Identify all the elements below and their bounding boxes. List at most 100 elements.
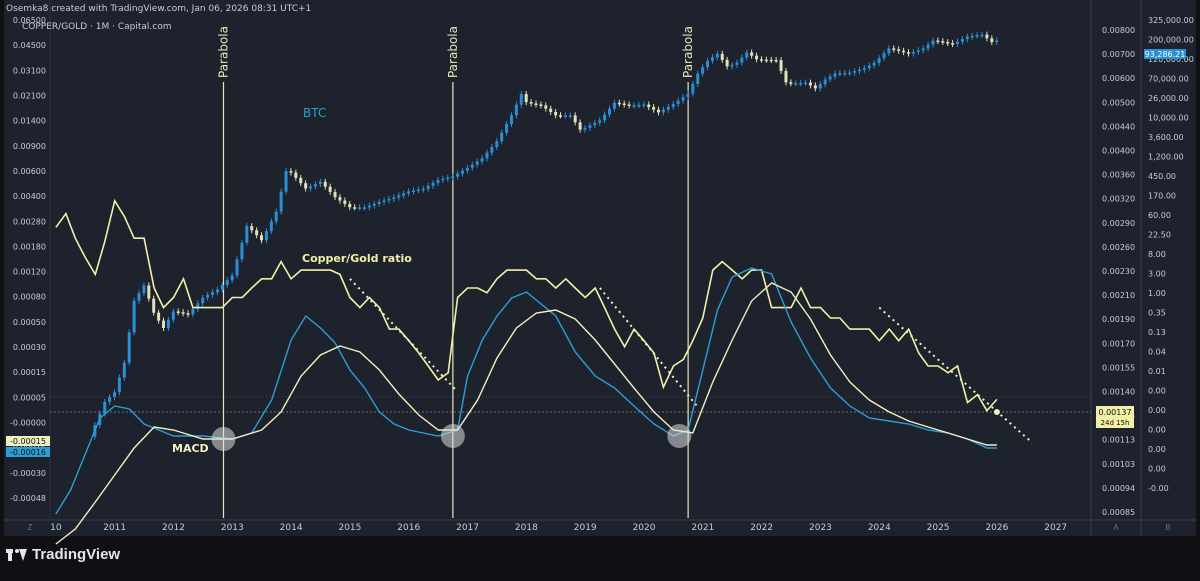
btc-axis-label: 0.13 — [1148, 328, 1166, 337]
btc-candle-body — [583, 127, 587, 130]
annotations: BTC Copper/Gold ratio MACD 0.00137 24d 15h 93… — [172, 49, 1186, 455]
btc-candle-body — [872, 62, 876, 66]
btc-candle-body — [446, 177, 450, 180]
btc-candle-body — [647, 104, 651, 108]
x-tick-label: 2025 — [927, 523, 950, 533]
tradingview-brand[interactable]: TradingView — [6, 546, 120, 563]
ratio-axis-label: 0.00085 — [1102, 508, 1135, 517]
x-tick-label: 2018 — [515, 523, 538, 533]
btc-candle-body — [750, 52, 754, 56]
btc-candle-body — [416, 189, 420, 192]
btc-axis-label: 8.00 — [1148, 250, 1166, 259]
btc-candle-body — [240, 242, 244, 260]
x-tick-label: 2012 — [162, 523, 185, 533]
left-axis-label: 0.00015 — [13, 368, 46, 377]
btc-candle-body — [456, 173, 460, 177]
btc-candle-body — [480, 158, 484, 162]
btc-candle-body — [465, 167, 469, 171]
x-tick-label: 2026 — [985, 523, 1008, 533]
macd-cross-circle — [211, 427, 236, 451]
btc-candle-body — [127, 332, 131, 363]
btc-candle-body — [882, 53, 886, 59]
left-axis-label: 0.00080 — [13, 293, 46, 302]
parabola-label: Parabola — [217, 26, 231, 78]
btc-candle-body — [289, 171, 293, 173]
btc-candle-body — [715, 53, 719, 58]
ratio-axis-label: 0.00290 — [1102, 219, 1135, 228]
x-tick-label: 2021 — [691, 523, 714, 533]
btc-candle-body — [402, 193, 406, 196]
ratio-axis-label: 0.00600 — [1102, 74, 1135, 83]
ratio-axis-label: 0.00094 — [1102, 484, 1135, 493]
left-axis-label: 0.06500 — [13, 16, 46, 25]
btc-candle-body — [544, 105, 548, 109]
ratio-current-dot — [993, 409, 1000, 415]
btc-candle-body — [617, 102, 621, 105]
btc-candle-body — [411, 190, 415, 192]
btc-candle-body — [725, 59, 729, 67]
btc-candle-body — [539, 104, 543, 106]
btc-candle-body — [926, 44, 930, 49]
btc-candle-body — [637, 104, 641, 107]
btc-axis-label: 60.00 — [1148, 211, 1171, 220]
btc-candle-body — [789, 82, 793, 84]
macd-cross-circle — [667, 424, 692, 448]
btc-candle-body — [906, 52, 910, 54]
btc-candle-body — [397, 195, 401, 198]
btc-candle-body — [559, 115, 563, 117]
btc-candle-body — [676, 100, 680, 105]
btc-candle-body — [485, 152, 489, 159]
dotted-trendline — [878, 306, 1033, 444]
btc-candle-body — [505, 123, 509, 133]
btc-axis-label: 22.50 — [1148, 231, 1171, 240]
btc-candle-body — [313, 184, 317, 187]
left-axis-label: 0.00120 — [13, 268, 46, 277]
btc-candle-body — [235, 259, 239, 276]
btc-candle-body — [225, 280, 229, 285]
btc-axis-label: 450.00 — [1148, 172, 1176, 181]
btc-candle-body — [215, 289, 219, 293]
left-axis-label: 0.00005 — [13, 393, 46, 402]
btc-candle-body — [652, 107, 656, 110]
btc-candle-body — [392, 197, 396, 199]
btc-candle-body — [157, 312, 161, 321]
left-axis-label: 0.00400 — [13, 192, 46, 201]
btc-axis-label: 3.00 — [1148, 270, 1166, 279]
btc-candle-body — [990, 38, 994, 43]
btc-candle-body — [191, 308, 195, 315]
btc-candle-body — [108, 397, 112, 402]
btc-axis-label: 26,000.00 — [1148, 94, 1189, 103]
btc-candle-body — [211, 292, 215, 295]
btc-candle-body — [833, 73, 837, 77]
btc-candle-body — [902, 50, 906, 53]
btc-candle-body — [534, 103, 538, 105]
btc-candle-body — [264, 231, 268, 241]
x-tick-label: 2011 — [103, 523, 126, 533]
trendlines-layer — [349, 278, 1033, 444]
btc-price-box — [1144, 49, 1186, 59]
btc-candle-body — [284, 171, 288, 192]
btc-candle-body — [524, 94, 528, 103]
btc-candle-body — [377, 201, 381, 204]
btc-candle-body — [774, 59, 778, 62]
btc-candle-body — [103, 401, 107, 414]
btc-candle-body — [608, 108, 612, 115]
btc-candle-body — [338, 197, 342, 201]
dotted-trendline — [599, 287, 699, 409]
btc-candle-body — [181, 312, 185, 314]
btc-axis-label: 0.00 — [1148, 387, 1166, 396]
btc-candle-body — [323, 181, 327, 187]
btc-candle-body — [794, 83, 798, 85]
btc-candle-body — [318, 181, 322, 185]
ratio-axis-label: 0.00440 — [1102, 122, 1135, 131]
btc-candle-body — [960, 39, 964, 42]
left-value-text: -0.00016 — [10, 448, 46, 457]
left-axis-label: 0.04500 — [13, 41, 46, 50]
btc-axis-label: 1.00 — [1148, 289, 1166, 298]
btc-candle-body — [706, 60, 710, 68]
ratio-axis-label: 0.00800 — [1102, 26, 1135, 35]
parabola-lines: Parabola Parabola Parabola — [217, 26, 695, 518]
btc-candle-body — [730, 64, 734, 67]
